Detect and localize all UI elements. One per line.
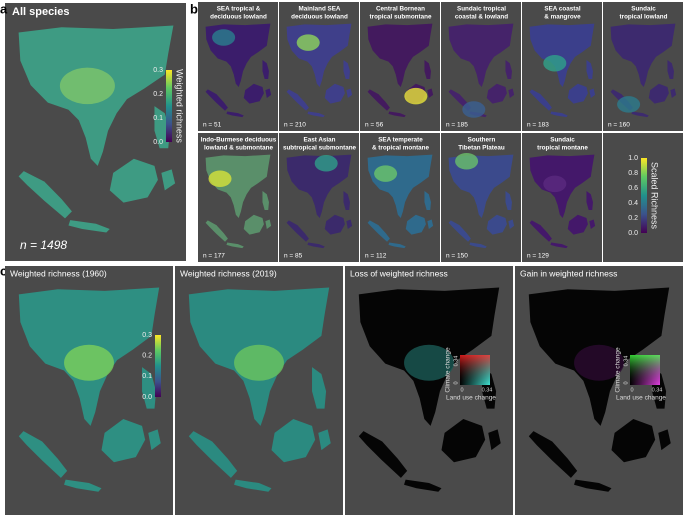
map-title: deciduous lowland xyxy=(291,14,348,21)
map-title: tropical submontane xyxy=(370,14,432,21)
map-highlight xyxy=(574,344,624,381)
colorbar xyxy=(155,335,161,397)
tick-label: 0.34 xyxy=(482,387,493,393)
map-highlight xyxy=(212,29,236,46)
map-highlight xyxy=(543,54,567,72)
map-title: East Asian xyxy=(304,137,336,144)
colorbar-tick-label: 0.2 xyxy=(153,91,163,98)
map-title: Loss of weighted richness xyxy=(350,268,448,278)
colorbar-tick-label: 0.8 xyxy=(628,170,638,177)
map-title: Weighted richness (1960) xyxy=(10,268,107,278)
colorbar-tick-label: 0.2 xyxy=(628,215,638,222)
axis-title: Land use change xyxy=(616,395,666,402)
colorbar-tick-label: 0.6 xyxy=(628,185,638,192)
sample-size: n = 129 xyxy=(527,253,549,260)
map-title: Sundaic xyxy=(550,137,575,144)
sample-size: n = 177 xyxy=(203,253,225,260)
sample-size: n = 150 xyxy=(446,253,468,260)
colorbar-tick-label: 0.1 xyxy=(153,115,163,122)
map-title: Sundaic tropical xyxy=(457,6,506,13)
colorbar-tick-label: 0.1 xyxy=(142,373,152,380)
map-title: Gain in weighted richness xyxy=(520,268,617,278)
bivariate-key-overlay xyxy=(460,355,490,385)
colorbar-tick-label: 0.3 xyxy=(153,67,163,74)
map-title: Indo-Burmese deciduous xyxy=(201,137,277,144)
colorbar-tick-label: 0.0 xyxy=(153,139,163,146)
map-title: Tibetan Plateau xyxy=(458,145,505,152)
colorbar xyxy=(166,70,172,142)
map-title: Weighted richness (2019) xyxy=(180,268,277,278)
sample-size: n = 56 xyxy=(365,122,384,129)
colorbar xyxy=(641,158,647,233)
panel-title: All species xyxy=(12,6,69,18)
colorbar-tick-label: 0.0 xyxy=(628,230,638,237)
tick-label: 0 xyxy=(453,381,459,384)
map-title: Sundaic xyxy=(631,6,656,13)
map-highlight xyxy=(64,344,114,381)
colorbar-tick-label: 0.2 xyxy=(142,353,152,360)
axis-title: Climate change xyxy=(445,347,452,393)
panel-label: b xyxy=(190,1,198,16)
map-title: Mainland SEA xyxy=(299,6,341,13)
map-highlight xyxy=(234,344,284,381)
sample-size: n = 85 xyxy=(284,253,303,260)
map-highlight xyxy=(208,170,232,187)
colorbar-tick-label: 0.4 xyxy=(628,200,638,207)
map-highlight xyxy=(617,96,641,113)
map-highlight xyxy=(374,165,398,182)
map-highlight xyxy=(314,155,338,172)
sample-size: n = 183 xyxy=(527,122,549,129)
sample-size: n = 51 xyxy=(203,122,222,129)
map-title: tropical lowland xyxy=(620,14,668,21)
map-highlight xyxy=(404,87,428,105)
map-title: lowland & submontane xyxy=(204,145,273,152)
map-title: deciduous lowland xyxy=(210,14,267,21)
tick-label: 0.34 xyxy=(623,356,629,367)
map-highlight xyxy=(455,153,479,170)
map-highlight xyxy=(462,101,486,118)
map-highlight xyxy=(296,34,320,51)
map-title: SEA temperate xyxy=(378,137,423,144)
tick-label: 0 xyxy=(630,387,633,393)
colorbar-title: Weighted richness xyxy=(175,69,185,143)
tick-label: 0 xyxy=(623,381,629,384)
map-title: Southern xyxy=(468,137,496,144)
map-highlight xyxy=(404,344,454,381)
map-title: tropical montane xyxy=(537,145,588,152)
sample-size: n = 185 xyxy=(446,122,468,129)
panel-label: c xyxy=(0,263,7,278)
map-title: Central Bornean xyxy=(376,6,425,13)
colorbar-tick-label: 0.0 xyxy=(142,394,152,401)
axis-title: Climate change xyxy=(615,347,622,393)
sample-size: n = 160 xyxy=(608,122,630,129)
tick-label: 0 xyxy=(460,387,463,393)
map-highlight xyxy=(543,175,567,193)
map-title: SEA tropical & xyxy=(217,6,261,13)
map-title: & mangrove xyxy=(544,14,581,21)
map-title: subtropical submontane xyxy=(283,145,357,152)
panel-label: a xyxy=(0,1,8,16)
sample-size: n = 210 xyxy=(284,122,306,129)
bivariate-key-overlay xyxy=(630,355,660,385)
colorbar-title: Scaled Richness xyxy=(650,162,660,230)
map-title: SEA coastal xyxy=(544,6,580,13)
tick-label: 0.34 xyxy=(652,387,663,393)
axis-title: Land use change xyxy=(446,395,496,402)
map-title: coastal & lowland xyxy=(455,14,508,21)
colorbar-tick-label: 1.0 xyxy=(628,155,638,162)
colorbar-tick-label: 0.3 xyxy=(142,332,152,339)
map-highlight xyxy=(59,67,115,105)
tick-label: 0.34 xyxy=(453,356,459,367)
sample-size: n = 112 xyxy=(365,253,387,260)
sample-size: n = 1498 xyxy=(20,238,67,252)
map-title: & tropical montane xyxy=(372,145,430,152)
